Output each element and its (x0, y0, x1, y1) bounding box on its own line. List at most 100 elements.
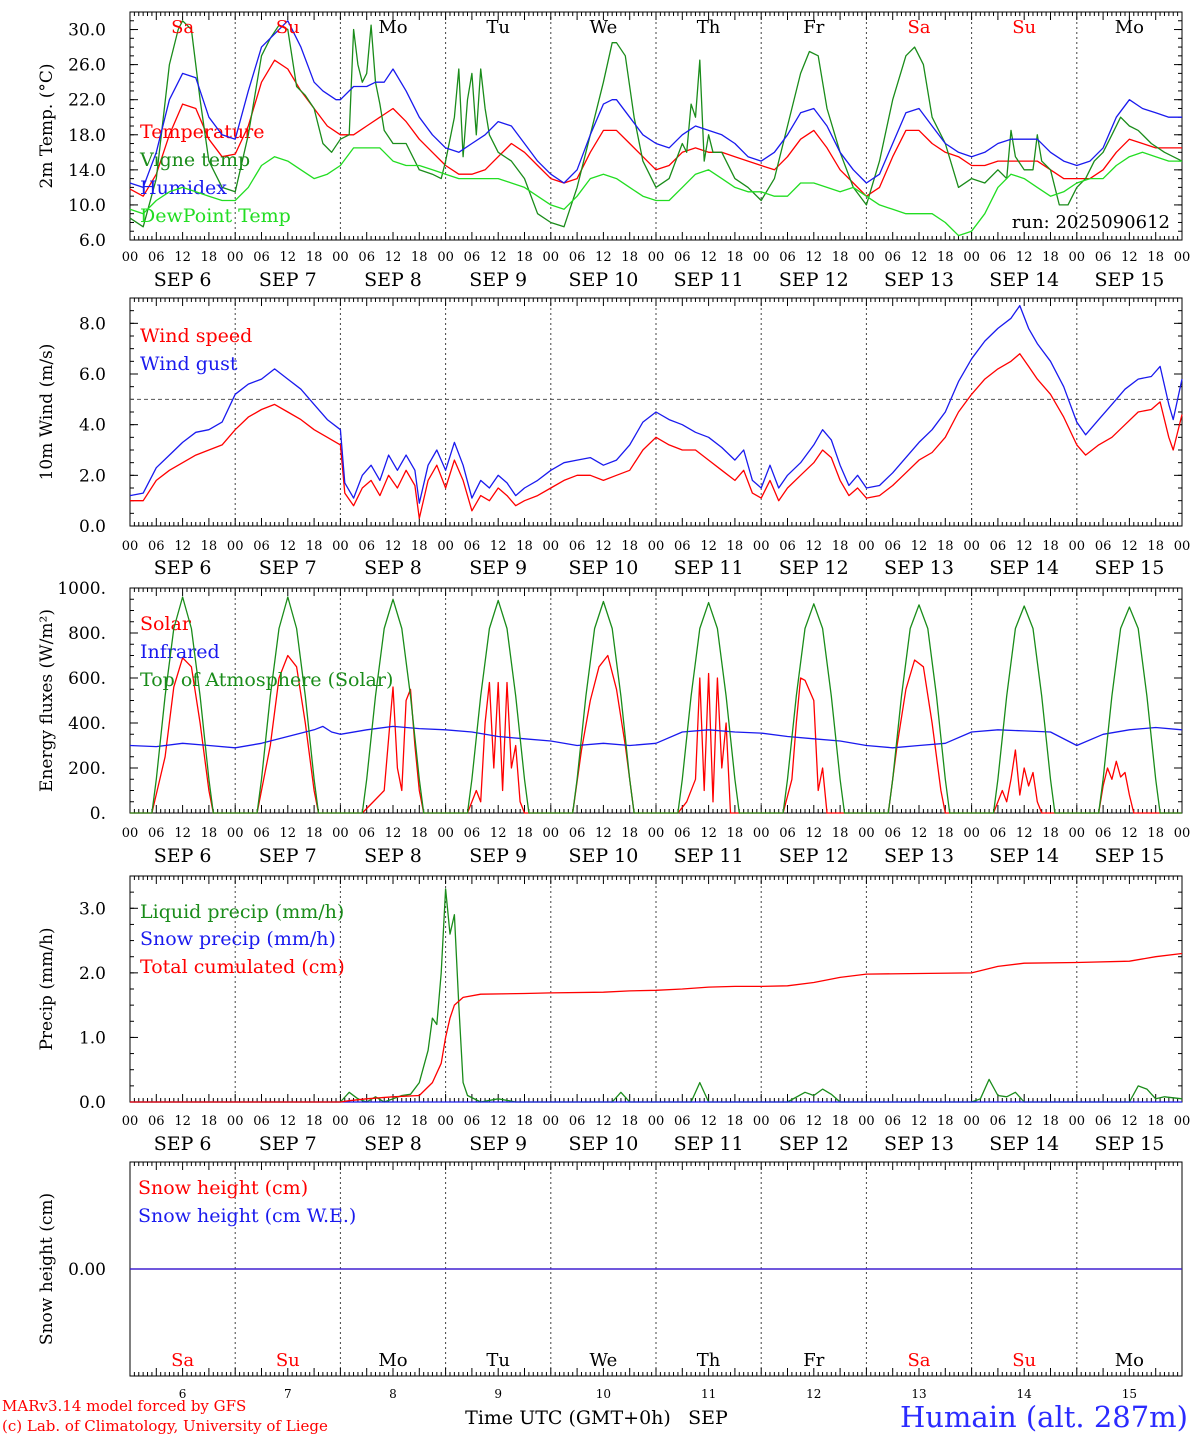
hour-tick-label: 18 (621, 539, 638, 554)
hour-tick-label: 12 (490, 1114, 507, 1129)
date-label: SEP 6 (154, 845, 212, 867)
hour-tick-label: 12 (911, 250, 928, 265)
hour-tick-label: 18 (516, 1114, 533, 1129)
hour-tick-label: 06 (1095, 1114, 1112, 1129)
hour-tick-label: 00 (858, 826, 875, 841)
hour-tick-label: 00 (1174, 250, 1191, 265)
run-annotation: run: 2025090612 (1012, 212, 1170, 233)
hour-tick-label: 12 (174, 250, 191, 265)
y-tick-label: 600. (68, 669, 106, 689)
hour-tick-label: 06 (358, 250, 375, 265)
date-label: SEP 11 (674, 269, 744, 291)
date-label: SEP 15 (1094, 845, 1164, 867)
legend-entry: Temperature (140, 121, 264, 143)
y-tick-label: 4.0 (79, 416, 106, 436)
hour-tick-label: 00 (858, 539, 875, 554)
date-label: SEP 14 (989, 1133, 1059, 1155)
y-tick-label: 1.0 (79, 1028, 106, 1048)
hour-tick-label: 06 (148, 539, 165, 554)
hour-tick-label: 06 (464, 539, 481, 554)
hour-tick-label: 06 (779, 250, 796, 265)
hour-tick-label: 06 (148, 1114, 165, 1129)
legend-entry: Infrared (140, 641, 220, 663)
y-tick-label: 0.00 (68, 1260, 106, 1280)
legend-entry: Snow precip (mm/h) (140, 928, 336, 950)
weekday-label: Fr (803, 17, 824, 38)
hour-tick-label: 00 (332, 539, 349, 554)
hour-tick-label: 12 (806, 1114, 823, 1129)
series-temperature-1 (129, 20, 1183, 228)
hour-tick-label: 06 (358, 539, 375, 554)
weekday-label: Mo (1115, 1350, 1144, 1371)
hour-tick-label: 00 (332, 250, 349, 265)
hour-tick-label: 06 (884, 250, 901, 265)
date-label: SEP 10 (568, 845, 638, 867)
y-tick-label: 6.0 (79, 231, 106, 251)
hour-tick-label: 12 (1016, 1114, 1033, 1129)
hour-tick-label: 00 (963, 250, 980, 265)
hour-tick-label: 18 (1147, 1114, 1164, 1129)
weekday-label: Tu (486, 1350, 510, 1371)
date-label: SEP 7 (259, 269, 317, 291)
hour-tick-label: 18 (832, 250, 849, 265)
y-tick-label: 22.0 (68, 91, 106, 111)
hour-tick-label: 06 (674, 1114, 691, 1129)
hour-tick-label: 12 (806, 539, 823, 554)
legend-entry: Total cumulated (cm) (140, 956, 345, 978)
y-tick-label: 14.0 (68, 161, 106, 181)
hour-tick-label: 06 (253, 539, 270, 554)
hour-tick-label: 12 (280, 826, 297, 841)
hour-tick-label: 06 (464, 250, 481, 265)
hour-tick-label: 18 (1042, 539, 1059, 554)
hour-tick-label: 06 (569, 539, 586, 554)
legend-entry: Solar (140, 613, 192, 635)
hour-tick-label: 00 (543, 1114, 560, 1129)
y-tick-label: 0. (90, 804, 106, 824)
hour-tick-label: 00 (543, 826, 560, 841)
hour-tick-label: 00 (753, 826, 770, 841)
hour-tick-label: 12 (700, 539, 717, 554)
hour-tick-label: 00 (858, 250, 875, 265)
hour-tick-label: 12 (911, 826, 928, 841)
y-tick-label: 2.0 (79, 964, 106, 984)
hour-tick-label: 00 (648, 250, 665, 265)
weekday-label: Su (276, 17, 300, 38)
date-label: SEP 6 (154, 269, 212, 291)
legend-entry: DewPoint Temp (140, 205, 291, 227)
day-number: 11 (701, 1387, 716, 1401)
date-label: SEP 11 (674, 845, 744, 867)
hour-tick-label: 12 (595, 1114, 612, 1129)
hour-tick-label: 00 (1069, 826, 1086, 841)
weekday-label: Th (697, 17, 721, 38)
series-precip-2 (130, 952, 1183, 1103)
hour-tick-label: 00 (1069, 1114, 1086, 1129)
hour-tick-label: 00 (437, 250, 454, 265)
date-label: SEP 12 (779, 845, 849, 867)
date-label: SEP 7 (259, 1133, 317, 1155)
hour-tick-label: 18 (306, 826, 323, 841)
date-label: SEP 10 (568, 1133, 638, 1155)
hour-tick-label: 18 (1042, 250, 1059, 265)
hour-tick-label: 18 (411, 826, 428, 841)
weekday-label: Su (1012, 1350, 1036, 1371)
legend-entry: Top of Atmosphere (Solar) (140, 669, 393, 691)
month-label: SEP (688, 1407, 728, 1429)
date-label: SEP 13 (884, 845, 954, 867)
hour-tick-label: 18 (727, 1114, 744, 1129)
day-number: 8 (389, 1387, 397, 1401)
legend-entry: Vigne temp (139, 149, 250, 171)
date-label: SEP 15 (1094, 1133, 1164, 1155)
y-tick-label: 800. (68, 624, 106, 644)
hour-tick-label: 00 (227, 1114, 244, 1129)
day-number: 7 (284, 1387, 292, 1401)
hour-tick-label: 18 (201, 539, 218, 554)
hour-tick-label: 18 (937, 250, 954, 265)
hour-tick-label: 06 (674, 826, 691, 841)
date-label: SEP 12 (779, 557, 849, 579)
day-number: 12 (806, 1387, 821, 1401)
day-number: 10 (596, 1387, 611, 1401)
series-energy-1 (129, 725, 1183, 749)
y-tick-label: 30.0 (68, 21, 106, 41)
hour-tick-label: 18 (516, 826, 533, 841)
date-label: SEP 14 (989, 269, 1059, 291)
